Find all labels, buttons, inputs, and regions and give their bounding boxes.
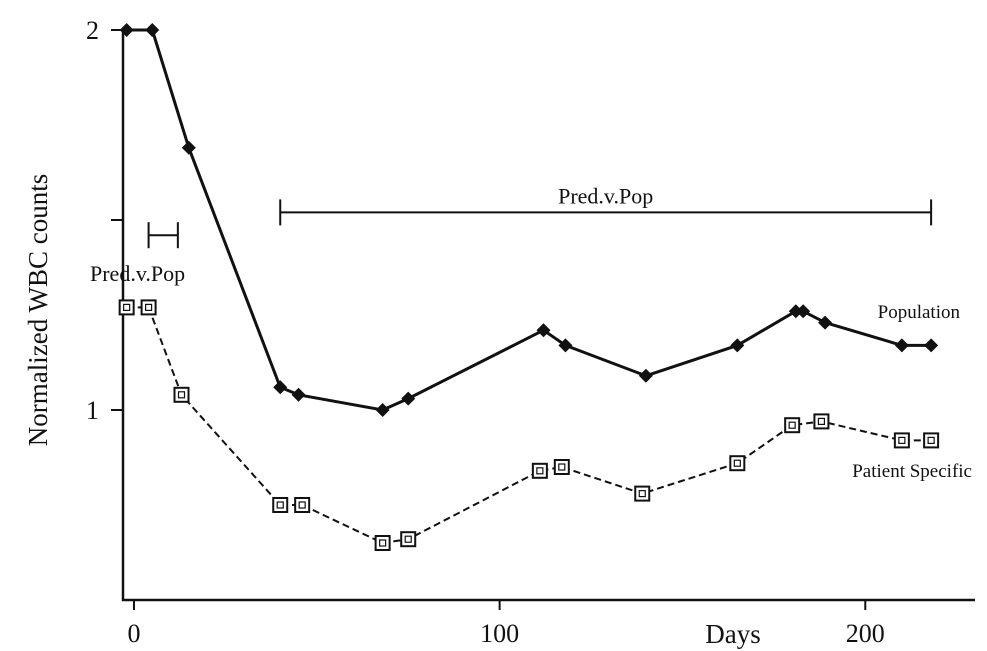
axis-ticks: 0 100 200 1 2 <box>86 16 885 648</box>
data-point <box>375 403 390 417</box>
data-point-inner <box>788 421 796 429</box>
data-point <box>531 462 548 479</box>
data-point <box>272 497 289 513</box>
annotation-bracket: Pred.v.Pop <box>90 222 185 286</box>
data-point <box>894 338 909 353</box>
y-tick-label: 1 <box>86 396 99 425</box>
data-point <box>181 140 196 155</box>
x-tick-label: 200 <box>846 619 885 648</box>
x-tick-label: 0 <box>127 619 140 648</box>
data-point <box>145 23 160 37</box>
data-point <box>813 413 830 430</box>
data-point <box>638 368 653 383</box>
data-point <box>173 386 190 403</box>
data-point <box>818 315 833 330</box>
data-point <box>923 432 940 449</box>
y-tick-label: 2 <box>86 16 99 45</box>
data-point-inner <box>404 535 412 543</box>
data-point-inner <box>144 303 153 311</box>
data-point-inner <box>123 303 131 311</box>
data-point <box>730 338 745 353</box>
series-line <box>126 306 932 544</box>
data-point-inner <box>638 490 646 498</box>
data-point-inner <box>298 501 306 509</box>
series-label: Patient Specific <box>852 461 972 482</box>
data-point <box>401 391 416 406</box>
data-point-inner <box>733 459 741 467</box>
series-population: Population <box>119 23 961 417</box>
annotation-bracket: Pred.v.Pop <box>279 183 933 226</box>
data-point <box>400 531 417 548</box>
data-point-inner <box>898 436 906 444</box>
plot-area: 0 100 200 1 2 Pred.v.Pop Pred.v.Pop Populatio… <box>86 16 975 648</box>
data-point-inner <box>558 463 566 471</box>
data-point <box>558 338 573 353</box>
x-tick-label: 100 <box>480 619 519 648</box>
data-point <box>536 323 551 338</box>
data-point <box>784 417 801 434</box>
data-point <box>140 299 157 316</box>
annotations: Pred.v.Pop Pred.v.Pop <box>90 183 933 286</box>
series-label: Population <box>878 302 961 323</box>
data-point-inner <box>536 467 544 475</box>
series-line <box>126 28 932 412</box>
y-axis-title: Normalized WBC counts <box>23 174 53 446</box>
annotation-label: Pred.v.Pop <box>558 183 653 208</box>
data-point <box>893 432 910 449</box>
data-point <box>788 304 803 319</box>
data-point-inner <box>927 436 935 444</box>
data-point-inner <box>379 539 387 547</box>
data-point <box>729 455 746 472</box>
data-point <box>374 535 391 551</box>
data-point <box>294 497 311 513</box>
data-point <box>119 23 134 37</box>
data-point <box>796 304 811 319</box>
data-point <box>118 299 135 316</box>
data-point <box>634 485 651 502</box>
data-point-inner <box>817 417 826 425</box>
data-point-inner <box>177 391 186 399</box>
data-point <box>291 387 306 402</box>
data-point <box>924 338 939 353</box>
series-layer: Population Patient Specific <box>118 23 972 551</box>
x-axis-title: Days <box>705 619 761 649</box>
data-point <box>553 459 570 475</box>
data-point <box>273 380 288 395</box>
data-point-inner <box>276 501 284 509</box>
annotation-label: Pred.v.Pop <box>90 261 185 286</box>
series-patient-specific: Patient Specific <box>118 299 972 551</box>
